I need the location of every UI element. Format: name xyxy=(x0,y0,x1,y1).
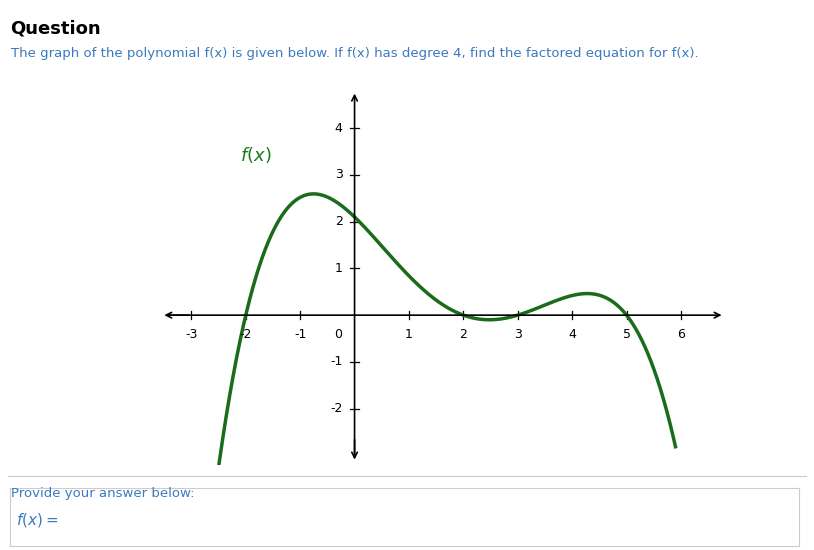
Text: 1: 1 xyxy=(335,262,343,275)
Text: 2: 2 xyxy=(335,215,343,228)
Text: 2: 2 xyxy=(459,328,467,341)
Text: Provide your answer below:: Provide your answer below: xyxy=(11,487,194,500)
Text: 6: 6 xyxy=(677,328,685,341)
Text: 4: 4 xyxy=(335,122,343,135)
Text: 3: 3 xyxy=(335,168,343,182)
Text: 5: 5 xyxy=(623,328,631,341)
Text: 3: 3 xyxy=(514,328,522,341)
Text: -2: -2 xyxy=(330,402,343,415)
Text: Question: Question xyxy=(11,19,101,37)
Text: -1: -1 xyxy=(294,328,306,341)
Text: 0: 0 xyxy=(335,328,343,341)
Text: 4: 4 xyxy=(568,328,576,341)
Text: -1: -1 xyxy=(330,355,343,368)
Text: 1: 1 xyxy=(405,328,413,341)
Text: The graph of the polynomial f(x) is given below. If f(x) has degree 4, find the : The graph of the polynomial f(x) is give… xyxy=(11,47,698,60)
Text: $\mathit{f}(\mathit{x})=$: $\mathit{f}(\mathit{x})=$ xyxy=(16,511,59,529)
Text: -3: -3 xyxy=(185,328,198,341)
Text: $\mathit{f}(\mathit{x})$: $\mathit{f}(\mathit{x})$ xyxy=(240,145,272,165)
Text: -2: -2 xyxy=(239,328,252,341)
